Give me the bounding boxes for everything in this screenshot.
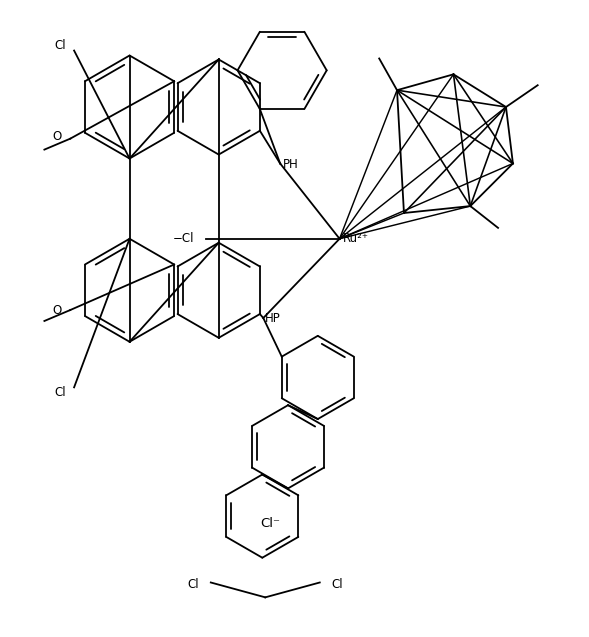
Text: Cl: Cl bbox=[54, 39, 66, 52]
Text: O: O bbox=[52, 304, 62, 317]
Text: Cl: Cl bbox=[187, 578, 198, 591]
Text: Ru²⁺: Ru²⁺ bbox=[343, 233, 369, 245]
Text: PH: PH bbox=[283, 158, 299, 171]
Text: O: O bbox=[52, 130, 62, 143]
Text: −Cl: −Cl bbox=[173, 233, 194, 245]
Text: Cl: Cl bbox=[54, 386, 66, 399]
Text: HP: HP bbox=[265, 311, 281, 324]
Text: Cl: Cl bbox=[332, 578, 343, 591]
Text: Cl⁻: Cl⁻ bbox=[260, 517, 280, 529]
